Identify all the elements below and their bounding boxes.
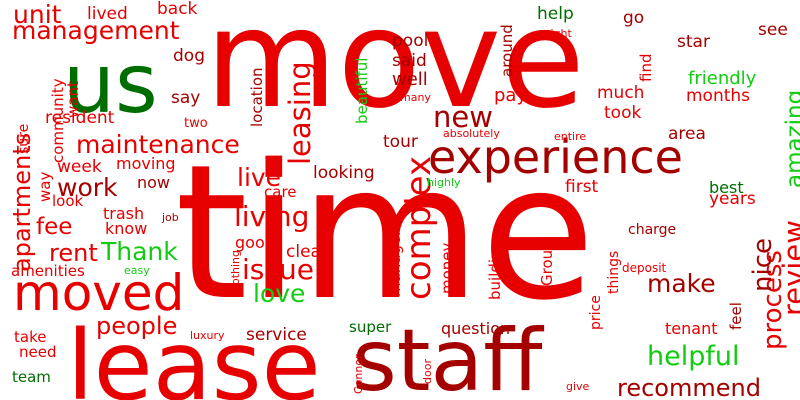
- word-well: well: [392, 69, 428, 90]
- word-dog: dog: [173, 46, 205, 66]
- word-find: find: [637, 53, 655, 82]
- word-leasing: leasing: [283, 61, 317, 165]
- word-question: question: [441, 319, 511, 338]
- word-pay: pay: [494, 85, 528, 106]
- word-staff: staff: [352, 311, 543, 400]
- word-experience: experience: [428, 130, 683, 184]
- word-lived: lived: [87, 4, 128, 24]
- word-recommend: recommend: [617, 374, 761, 400]
- word-unit: unit: [13, 0, 62, 29]
- word-star: star: [677, 32, 710, 52]
- word-management: management: [12, 16, 180, 45]
- word-tenant: tenant: [665, 319, 718, 338]
- word-take: take: [14, 328, 47, 346]
- word-clean: clean: [286, 242, 332, 262]
- word-look: look: [52, 192, 84, 210]
- word-best: best: [709, 178, 744, 197]
- word-trash: trash: [103, 204, 145, 223]
- word-time: time: [175, 124, 596, 341]
- word-around: around: [498, 24, 516, 77]
- word-luxury: luxury: [190, 329, 225, 342]
- word-looking: looking: [313, 163, 375, 183]
- word-moving: moving: [116, 154, 176, 173]
- word-took: took: [604, 103, 642, 123]
- word-help: help: [537, 4, 574, 24]
- word-entire: entire: [554, 130, 587, 143]
- word-resident: resident: [45, 108, 115, 128]
- word-know: know: [105, 219, 148, 238]
- word-door: door: [421, 359, 434, 384]
- word-area: area: [668, 124, 706, 144]
- word-pool: pool: [392, 31, 429, 51]
- word-go: go: [623, 8, 645, 28]
- word-sure: sure: [16, 123, 32, 154]
- word-lease: lease: [67, 310, 321, 400]
- word-service: service: [246, 325, 307, 345]
- word-say: say: [171, 88, 201, 108]
- word-group: Group: [538, 240, 556, 286]
- word-nice: nice: [748, 238, 778, 292]
- word-said: said: [392, 51, 427, 71]
- word-thank: Thank: [101, 237, 178, 266]
- word-love: love: [253, 279, 306, 308]
- word-right: right: [546, 27, 572, 40]
- word-nothing: nothing: [229, 250, 242, 292]
- word-maintenance: maintenance: [76, 130, 240, 159]
- word-good: good: [235, 233, 275, 252]
- word-want: want: [64, 81, 82, 118]
- word-manager: manager: [386, 229, 404, 297]
- word-move: move: [205, 0, 585, 139]
- word-much: much: [597, 83, 645, 103]
- word-location: location: [248, 67, 266, 127]
- word-years: years: [709, 189, 756, 209]
- word-deposit: deposit: [622, 261, 667, 275]
- word-us: us: [63, 37, 158, 132]
- word-fee: fee: [36, 214, 73, 240]
- word-back: back: [157, 0, 198, 19]
- word-first: first: [565, 177, 599, 197]
- word-price: price: [588, 295, 604, 330]
- word-people: people: [96, 312, 178, 340]
- word-two: two: [184, 116, 208, 131]
- word-rent: rent: [49, 239, 98, 267]
- word-charge: charge: [628, 222, 677, 238]
- word-friendly: friendly: [688, 68, 757, 89]
- word-team: team: [12, 368, 51, 386]
- word-super: super: [349, 318, 392, 336]
- word-moved: moved: [13, 264, 185, 322]
- word-highly: highly: [427, 176, 461, 189]
- word-connor: Connor: [352, 354, 365, 394]
- word-easy: easy: [124, 264, 150, 277]
- word-live: live: [237, 163, 282, 192]
- word-care: care: [264, 183, 297, 201]
- word-amazing: amazing: [782, 89, 800, 188]
- word-make: make: [647, 269, 716, 298]
- word-beautiful: beautiful: [353, 57, 371, 124]
- word-need: need: [19, 343, 57, 361]
- word-living: living: [234, 200, 310, 233]
- word-months: months: [686, 86, 751, 106]
- word-community: community: [49, 78, 67, 163]
- word-things: things: [606, 250, 622, 294]
- word-helpful: helpful: [647, 341, 740, 372]
- word-tour: tour: [383, 132, 418, 152]
- word-amenities: amenities: [11, 262, 85, 280]
- word-issue: issue: [242, 253, 314, 286]
- word-job: job: [162, 211, 179, 224]
- word-building: building: [486, 239, 504, 300]
- word-way: way: [36, 171, 54, 202]
- word-work: work: [57, 173, 118, 202]
- word-feel: feel: [727, 302, 745, 330]
- word-now: now: [137, 173, 171, 192]
- word-absolutely: absolutely: [443, 127, 500, 140]
- word-money: money: [438, 242, 456, 294]
- word-many: many: [400, 91, 431, 104]
- word-give: give: [566, 380, 590, 393]
- word-week: week: [57, 157, 102, 177]
- word-new: new: [433, 100, 493, 134]
- word-see: see: [758, 20, 788, 40]
